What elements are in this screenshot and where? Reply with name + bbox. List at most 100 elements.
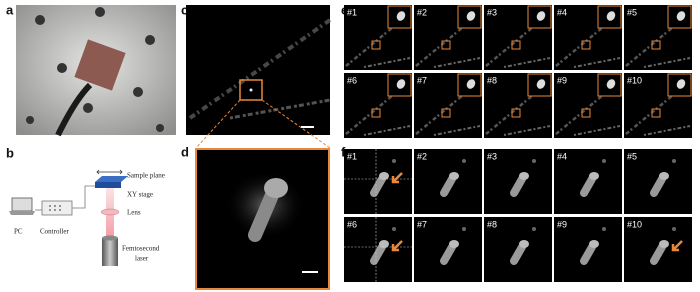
frame: #10: [624, 217, 692, 282]
frame-label: #7: [417, 75, 427, 85]
frame: #3: [484, 5, 552, 70]
frame: #6: [344, 73, 412, 138]
frame: #1: [344, 5, 412, 70]
object: [440, 175, 456, 197]
frame-label: #1: [347, 151, 357, 161]
roi-box: [581, 108, 591, 118]
roi-box: [581, 40, 591, 50]
object-tip: [449, 240, 459, 248]
panel-label: d: [181, 144, 189, 159]
panel-label: b: [6, 145, 14, 160]
fiber: [363, 125, 411, 136]
frame-label: #5: [627, 7, 637, 17]
frame: #4: [554, 5, 622, 70]
frame: #8: [484, 73, 552, 138]
panel-label: a: [6, 2, 14, 17]
diagram-label: Lens: [127, 209, 141, 217]
object: [510, 175, 526, 197]
frame-label: #4: [557, 7, 567, 17]
frame-label: #10: [627, 219, 642, 229]
fiber: [433, 57, 481, 68]
object: [650, 243, 666, 265]
inset-object: [466, 11, 476, 21]
object: [580, 175, 596, 197]
inset-object: [536, 11, 546, 21]
frame: #9: [554, 73, 622, 138]
frame-label: #1: [347, 7, 357, 17]
frame-label: #9: [557, 75, 567, 85]
object-tip: [379, 240, 389, 248]
fiber: [433, 125, 481, 136]
fiber: [363, 57, 411, 68]
frame-label: #8: [487, 75, 497, 85]
diagram-label: PC: [14, 228, 23, 236]
object-tip: [589, 240, 599, 248]
frame: #1: [344, 149, 412, 214]
fiber: [643, 57, 691, 68]
frame: #10: [624, 73, 692, 138]
particle: [462, 227, 466, 231]
inset-object: [676, 79, 686, 89]
particle: [672, 159, 676, 163]
frame: #2: [414, 5, 482, 70]
object-tip: [449, 172, 459, 180]
frame-label: #4: [557, 151, 567, 161]
inset-object: [606, 79, 616, 89]
micrograph: [186, 5, 332, 149]
frame: #7: [414, 73, 482, 138]
roi-box: [371, 40, 381, 50]
object-tip: [659, 172, 669, 180]
roi-box: [651, 108, 661, 118]
frame-label: #6: [347, 75, 357, 85]
inset-object: [536, 79, 546, 89]
frame-label: #3: [487, 7, 497, 17]
frame-label: #2: [417, 7, 427, 17]
panel-label: c: [181, 2, 188, 17]
roi-box: [511, 40, 521, 50]
object: [580, 243, 596, 265]
panel-label: f: [341, 144, 346, 159]
frame-label: #9: [557, 219, 567, 229]
diagram-label: Controller: [40, 228, 69, 236]
setup-diagram: [9, 169, 128, 266]
arrow: [391, 240, 403, 252]
particle: [602, 159, 606, 163]
frame: #6: [344, 217, 412, 282]
fiber: [573, 125, 621, 136]
frame: #9: [554, 217, 622, 282]
frame-label: #3: [487, 151, 497, 161]
arrow: [391, 172, 403, 184]
object: [370, 243, 386, 265]
object-tip: [589, 172, 599, 180]
frame: #2: [414, 149, 482, 214]
frame: #4: [554, 149, 622, 214]
zoomed-micrograph: [195, 148, 330, 290]
inset-object: [396, 11, 406, 21]
frame: #3: [484, 149, 552, 214]
inset-object: [606, 11, 616, 21]
particle: [532, 227, 536, 231]
fiber: [503, 125, 551, 136]
diagram-label: Femtosecond: [122, 245, 160, 253]
frame-label: #6: [347, 219, 357, 229]
particle: [672, 227, 676, 231]
arrow: [671, 240, 683, 252]
inset-object: [466, 79, 476, 89]
object-tip: [519, 240, 529, 248]
object-tip: [519, 172, 529, 180]
inset-object: [396, 79, 406, 89]
object-tip: [379, 172, 389, 180]
particle: [602, 227, 606, 231]
object-tip: [659, 240, 669, 248]
frame: #5: [624, 5, 692, 70]
inset-object: [676, 11, 686, 21]
frame-grids: #1 #2 #3 #4 #5 #6 #7 #8 #9 #10 #1 #2 #3 #4 #5 #6 #7 #8 #9 #…: [344, 5, 692, 282]
frame: #5: [624, 149, 692, 214]
roi-box: [441, 108, 451, 118]
roi-box: [441, 40, 451, 50]
fiber: [503, 57, 551, 68]
particle: [392, 159, 396, 163]
photo: [16, 5, 176, 137]
particle: [392, 227, 396, 231]
